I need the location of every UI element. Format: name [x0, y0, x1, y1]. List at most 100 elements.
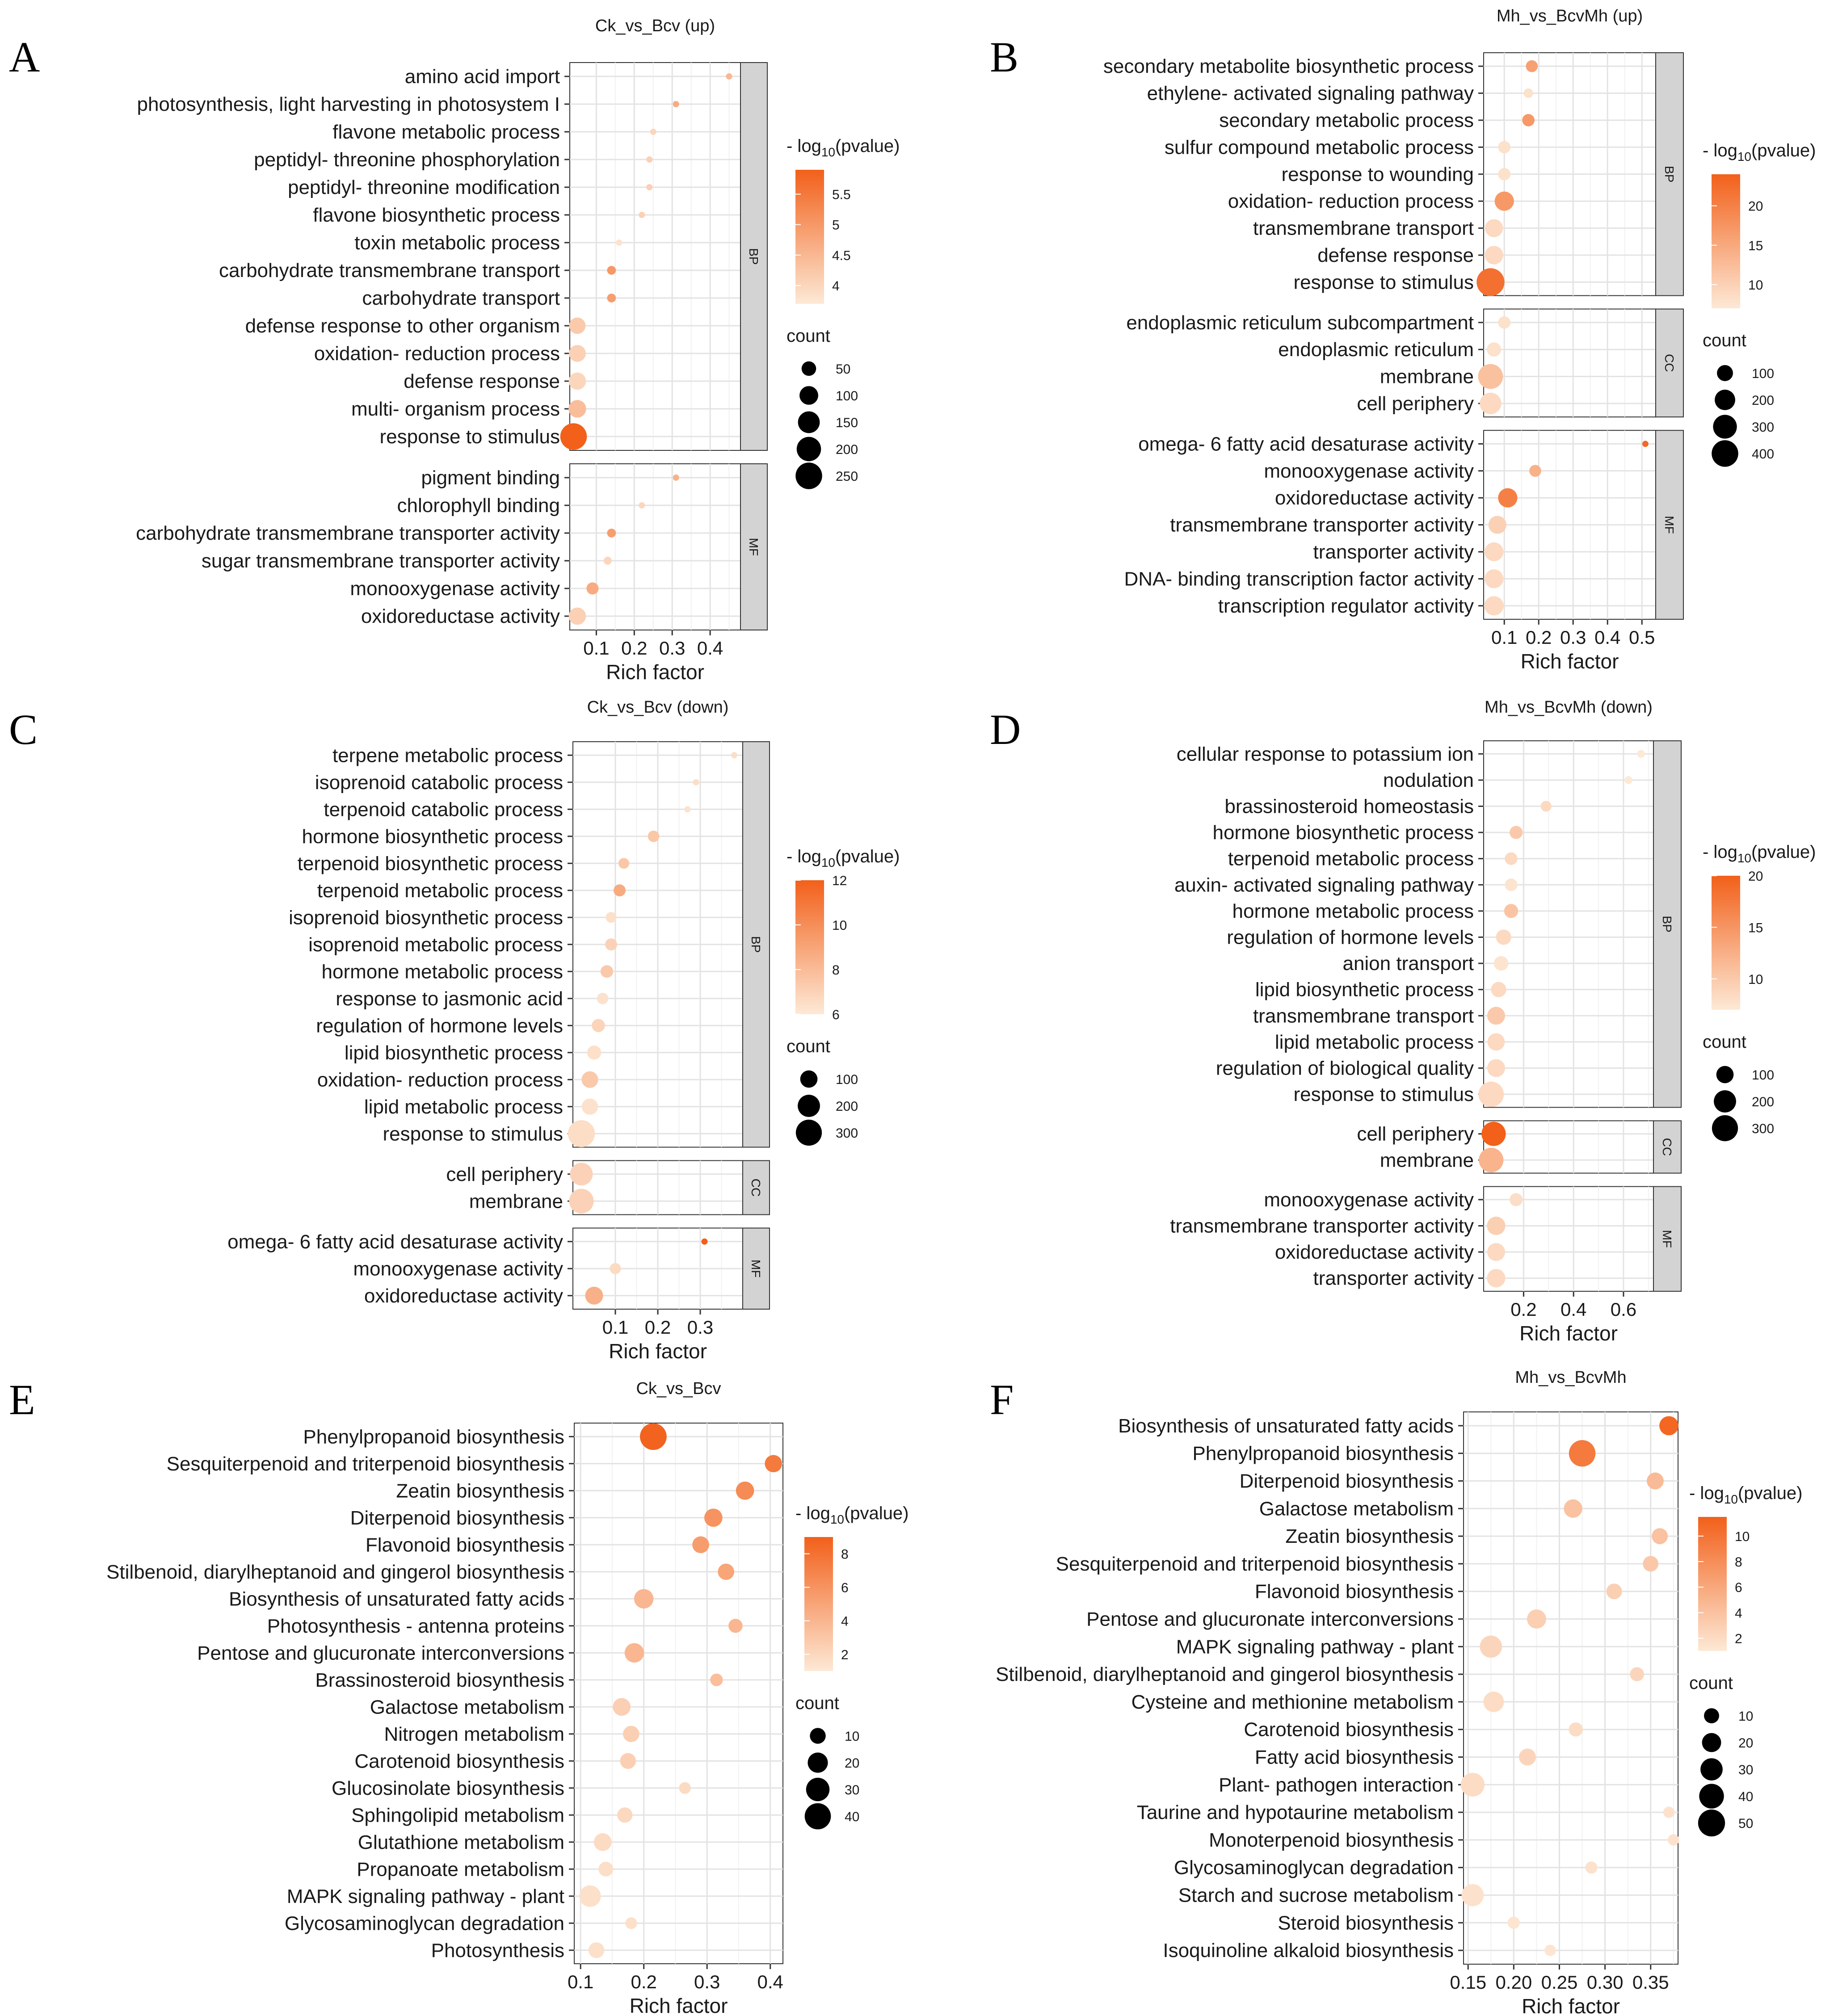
- term-label: secondary metabolic process: [1219, 109, 1474, 131]
- term-label: monooxygenase activity: [350, 578, 560, 600]
- legend-size-circle: [1698, 1809, 1725, 1837]
- legend-size-title: count: [787, 1037, 830, 1056]
- legend-color-title: - log10(pvalue): [795, 1504, 909, 1526]
- x-tick-label: 0.1: [583, 638, 609, 659]
- term-label: transmembrane transporter activity: [1170, 514, 1474, 536]
- term-label: carbohydrate transmembrane transport: [219, 260, 560, 281]
- term-label: flavone metabolic process: [332, 121, 560, 143]
- legend-size-label: 200: [1752, 1095, 1774, 1109]
- data-point: [765, 1455, 782, 1473]
- legend-color-tick-label: 10: [1735, 1529, 1750, 1544]
- term-label: defense response to other organism: [245, 315, 560, 337]
- term-label: peptidyl- threonine modification: [288, 176, 560, 198]
- term-label: photosynthesis, light harvesting in phot…: [137, 93, 560, 115]
- facet-strip: [740, 62, 768, 451]
- legend-size-label: 50: [836, 362, 850, 377]
- facet-mf: omega- 6 fatty acid desaturase activity m…: [1124, 430, 1684, 620]
- term-label: transporter activity: [1313, 1268, 1474, 1289]
- term-label: Biosynthesis of unsaturated fatty acids: [229, 1588, 564, 1610]
- facet-panel: [1483, 1120, 1654, 1174]
- data-point: [718, 1563, 734, 1580]
- data-point: [1564, 1499, 1582, 1518]
- panel-A: A Ck_vs_Bcv (up) amino acid import photosyn…: [9, 17, 900, 684]
- data-point: [1496, 929, 1511, 945]
- term-label: terpenoid catabolic process: [324, 798, 563, 820]
- term-label: membrane: [469, 1190, 563, 1212]
- legend-size-circle: [806, 1777, 830, 1802]
- data-point: [1498, 316, 1511, 329]
- x-axis-label: Rich factor: [630, 1994, 728, 2014]
- term-label: auxin- activated signaling pathway: [1174, 874, 1474, 896]
- data-point: [1498, 488, 1518, 508]
- legend-size-label: 250: [836, 469, 858, 484]
- term-label: oxidation- reduction process: [317, 1069, 563, 1091]
- term-label: MAPK signaling pathway - plant: [287, 1886, 564, 1907]
- legend-size-circle: [1712, 440, 1738, 467]
- facet-bp: terpene metabolic process isoprenoid cata…: [289, 741, 770, 1148]
- term-label: isoprenoid metabolic process: [308, 934, 563, 956]
- data-point: [646, 156, 653, 163]
- data-point: [616, 239, 623, 246]
- legend-color-tick-label: 8: [841, 1547, 849, 1562]
- term-label: membrane: [1380, 1149, 1474, 1171]
- term-label: Carotenoid biosynthesis: [1244, 1719, 1454, 1741]
- data-point: [617, 1807, 633, 1823]
- legend-colorbar: [804, 1537, 833, 1671]
- term-label: Stilbenoid, diarylheptanoid and gingerol…: [106, 1561, 564, 1583]
- data-point: [1630, 1667, 1644, 1681]
- facet-label: BP: [1662, 166, 1676, 182]
- facet-strip: [1655, 52, 1684, 296]
- facet-cc: cell periphery membrane CC: [1357, 1120, 1682, 1174]
- term-label: hormone biosynthetic process: [302, 826, 563, 848]
- term-label: oxidoreductase activity: [361, 605, 560, 627]
- data-point: [693, 779, 699, 785]
- data-point: [1529, 465, 1541, 477]
- legend-color-tick-label: 10: [1748, 278, 1763, 293]
- data-point: [560, 423, 587, 450]
- data-point: [1504, 904, 1519, 918]
- data-point: [592, 1019, 605, 1032]
- term-label: response to stimulus: [383, 1123, 563, 1145]
- legend-color-tick-label: 6: [832, 1008, 840, 1022]
- legend-color-tick-label: 2: [1735, 1631, 1742, 1646]
- legend-color-tick-label: 5: [832, 218, 840, 233]
- term-label: Photosynthesis - antenna proteins: [267, 1615, 564, 1637]
- panel-C: C Ck_vs_Bcv (down) terpene metabolic proce…: [9, 698, 900, 1363]
- facet-label: CC: [1660, 1138, 1674, 1156]
- chart-title: Mh_vs_BcvMh (down): [1485, 698, 1653, 717]
- data-point: [1461, 1884, 1484, 1907]
- term-label: transmembrane transport: [1253, 218, 1474, 239]
- x-tick-label: 0.4: [697, 638, 723, 659]
- legend-size-label: 100: [1752, 366, 1774, 381]
- data-point: [1485, 219, 1503, 237]
- term-label: secondary metabolite biosynthetic proces…: [1103, 55, 1474, 77]
- facet-strip: [1655, 308, 1684, 418]
- legend-size-circle: [1699, 1784, 1724, 1809]
- legend-size-circle: [1702, 1733, 1721, 1752]
- data-point: [1478, 364, 1503, 389]
- x-tick-label: 0.1: [1491, 627, 1517, 648]
- legend-size-label: 10: [845, 1729, 859, 1744]
- term-label: Galactose metabolism: [370, 1696, 564, 1718]
- data-point: [1637, 750, 1645, 758]
- data-point: [1642, 441, 1649, 447]
- x-tick-label: 0.2: [645, 1317, 671, 1338]
- data-point: [1523, 88, 1533, 98]
- x-tick-label: 0.5: [1629, 627, 1655, 648]
- facet-strip: [1653, 1120, 1682, 1174]
- facet-main: Biosynthesis of unsaturated fatty acids P…: [996, 1411, 1679, 1965]
- facet-label: BP: [749, 936, 763, 953]
- data-point: [1505, 852, 1518, 865]
- legend-color-tick-label: 6: [1735, 1580, 1742, 1595]
- legend: - log10(pvalue) 6 8 10 12 count 100 200 300: [787, 847, 900, 1146]
- legend-color-tick-label: 15: [1748, 920, 1763, 935]
- facet-mf: pigment binding chlorophyll binding carboh…: [136, 463, 768, 630]
- term-label: Flavonoid biosynthesis: [366, 1534, 564, 1556]
- term-label: regulation of hormone levels: [1227, 927, 1474, 949]
- facet-label: MF: [1662, 516, 1676, 533]
- panel-letter: C: [9, 706, 38, 753]
- term-label: ethylene- activated signaling pathway: [1147, 83, 1474, 105]
- data-point: [568, 1120, 595, 1147]
- legend-color-title: - log10(pvalue): [1703, 141, 1816, 164]
- data-point: [1544, 1945, 1556, 1956]
